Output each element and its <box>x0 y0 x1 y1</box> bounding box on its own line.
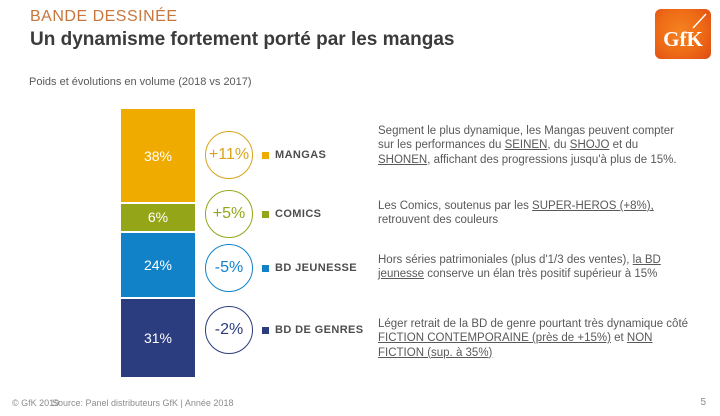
evolution-value: -5% <box>214 259 244 276</box>
logo-text: GfK <box>663 27 703 51</box>
bar-segment-comics: 6% <box>121 204 195 231</box>
bar-segment-bd-jeunesse: 24% <box>121 232 195 297</box>
footer-source: Source: Panel distributeurs GfK | Année … <box>52 398 234 408</box>
annotation-bd-de-genres: Léger retrait de la BD de genre pourtant… <box>378 318 689 359</box>
evolution-row-bd-jeunesse: -5% BD JEUNESSE <box>205 244 357 292</box>
logo-slash-icon <box>692 13 707 29</box>
bar-segment-bd-de-genres: 31% <box>121 298 195 377</box>
evolution-row-comics: +5% COMICS <box>205 190 321 238</box>
stacked-bar: 38% 6% 24% 31% <box>121 109 195 377</box>
evolution-row-bd-de-genres: -2% BD DE GENRES <box>205 306 364 354</box>
legend-label: BD DE GENRES <box>275 324 364 336</box>
annotation-mangas: Segment le plus dynamique, les Mangas pe… <box>378 125 677 166</box>
evolution-badge: +11% <box>205 131 253 179</box>
legend-label: BD JEUNESSE <box>275 262 358 274</box>
page-number: 5 <box>700 397 706 408</box>
legend-marker-icon <box>262 264 269 272</box>
bar-value-label: 38% <box>143 147 173 164</box>
footer-copyright: © GfK 2019 <box>12 398 60 408</box>
gfk-logo: GfK <box>655 9 711 59</box>
legend-item-comics: COMICS <box>262 208 321 220</box>
legend-marker-icon <box>262 326 269 334</box>
evolution-badge: -5% <box>205 244 253 292</box>
chart-subtitle: Poids et évolutions en volume (2018 vs 2… <box>29 76 252 88</box>
page-title: Un dynamisme fortement porté par les man… <box>30 29 455 50</box>
annotation-comics: Les Comics, soutenus par les SUPER-HEROS… <box>378 200 654 227</box>
evolution-value: -2% <box>214 321 244 338</box>
bar-value-label: 24% <box>143 256 173 273</box>
annotation-bd-jeunesse: Hors séries patrimoniales (plus d'1/3 de… <box>378 254 661 281</box>
evolution-badge: -2% <box>205 306 253 354</box>
bar-value-label: 6% <box>147 209 169 226</box>
evolution-value: +11% <box>208 146 250 163</box>
legend-item-bd-jeunesse: BD JEUNESSE <box>262 262 357 274</box>
evolution-value: +5% <box>212 205 246 222</box>
legend-marker-icon <box>262 151 269 159</box>
evolution-row-mangas: +11% MANGAS <box>205 131 326 179</box>
evolution-badge: +5% <box>205 190 253 238</box>
legend-label: COMICS <box>275 208 322 220</box>
bar-segment-mangas: 38% <box>121 109 195 203</box>
section-kicker: BANDE DESSINÉE <box>30 8 178 25</box>
legend-marker-icon <box>262 210 269 218</box>
legend-item-bd-de-genres: BD DE GENRES <box>262 324 364 336</box>
legend-label: MANGAS <box>275 149 327 161</box>
bar-value-label: 31% <box>143 329 173 346</box>
legend-item-mangas: MANGAS <box>262 149 326 161</box>
